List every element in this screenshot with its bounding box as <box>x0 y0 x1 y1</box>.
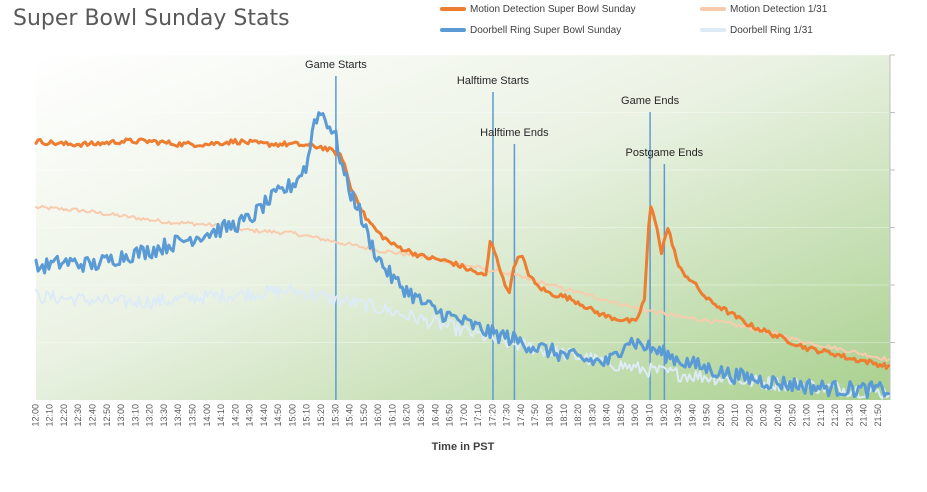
x-tick-label: 18:10 <box>559 404 569 427</box>
legend-label-doorbell-sunday: Doorbell Ring Super Bowl Sunday <box>470 24 622 36</box>
legend-label-motion-sunday: Motion Detection Super Bowl Sunday <box>470 3 636 15</box>
legend-label-doorbell-131: Doorbell Ring 1/31 <box>730 24 813 36</box>
legend-swatch-motion-131 <box>700 7 726 11</box>
x-tick-label: 16:10 <box>387 404 397 427</box>
x-tick-label: 18:40 <box>602 404 612 427</box>
x-tick-label: 13:50 <box>187 404 197 427</box>
x-tick-label: 17:00 <box>459 404 469 427</box>
x-tick-label: 18:30 <box>587 404 597 427</box>
x-tick-label: 14:30 <box>245 404 255 427</box>
annotation-label: Game Starts <box>305 59 367 71</box>
legend-swatch-doorbell-sunday <box>440 28 466 32</box>
x-tick-label: 14:20 <box>230 404 240 427</box>
x-tick-label: 21:00 <box>802 404 812 427</box>
x-tick-label: 20:00 <box>716 404 726 427</box>
x-tick-label: 21:20 <box>830 404 840 427</box>
x-tick-label: 15:00 <box>287 404 297 427</box>
legend-motion-sunday: Motion Detection Super Bowl Sunday <box>440 2 636 16</box>
series-line-2 <box>34 111 891 399</box>
x-tick-label: 13:40 <box>173 404 183 427</box>
annotation-label: Game Ends <box>621 95 680 107</box>
legend-doorbell-131: Doorbell Ring 1/31 <box>700 23 813 37</box>
legend-swatch-motion-sunday <box>440 7 466 11</box>
series-line-0 <box>34 137 891 370</box>
x-tick-label: 21:50 <box>873 404 883 427</box>
x-tick-label: 21:40 <box>859 404 869 427</box>
x-tick-label: 20:10 <box>730 404 740 427</box>
x-tick-label: 15:30 <box>330 404 340 427</box>
series-line-3 <box>35 284 890 400</box>
x-tick-label: 16:50 <box>444 404 454 427</box>
x-tick-label: 19:50 <box>702 404 712 427</box>
x-tick-label: 16:00 <box>373 404 383 427</box>
x-tick-label: 13:10 <box>130 404 140 427</box>
x-tick-label: 13:00 <box>116 404 126 427</box>
x-tick-label: 14:50 <box>273 404 283 427</box>
annotation-labels: Game Starts Halftime Starts Halftime Ends G… <box>305 59 704 159</box>
x-tick-label: 13:20 <box>145 404 155 427</box>
chart-title: Super Bowl Sunday Stats <box>13 6 290 31</box>
x-tick-label: 18:00 <box>544 404 554 427</box>
x-tick-label: 15:20 <box>316 404 326 427</box>
x-tick-label: 19:30 <box>673 404 683 427</box>
x-tick-label: 17:20 <box>487 404 497 427</box>
x-tick-label: 14:10 <box>216 404 226 427</box>
plot-area <box>36 55 890 400</box>
x-tick-label: 21:30 <box>844 404 854 427</box>
legend-swatch-doorbell-131 <box>700 28 726 32</box>
x-tick-label: 18:20 <box>573 404 583 427</box>
series-lines <box>34 111 891 400</box>
x-tick-label: 14:00 <box>202 404 212 427</box>
x-tick-label: 19:40 <box>687 404 697 427</box>
legend-doorbell-sunday: Doorbell Ring Super Bowl Sunday <box>440 23 621 37</box>
x-tick-label: 17:30 <box>502 404 512 427</box>
x-tick-label: 12:50 <box>102 404 112 427</box>
annotation-label: Postgame Ends <box>626 147 704 159</box>
x-tick-label: 16:30 <box>416 404 426 427</box>
x-tick-label: 19:00 <box>630 404 640 427</box>
x-axis-label: Time in PST <box>432 441 495 453</box>
x-tick-label: 12:00 <box>30 404 40 427</box>
gridlines <box>36 54 895 400</box>
x-tick-label: 19:10 <box>644 404 654 427</box>
x-tick-label: 14:40 <box>259 404 269 427</box>
x-tick-label: 19:20 <box>659 404 669 427</box>
x-tick-label: 20:50 <box>787 404 797 427</box>
x-tick-label: 15:40 <box>345 404 355 427</box>
x-tick-label: 12:40 <box>87 404 97 427</box>
x-tick-label: 18:50 <box>616 404 626 427</box>
x-tick-label: 16:20 <box>402 404 412 427</box>
x-tick-label: 12:10 <box>45 404 55 427</box>
x-tick-label: 16:40 <box>430 404 440 427</box>
legend-label-motion-131: Motion Detection 1/31 <box>730 3 828 15</box>
annotation-label: Halftime Starts <box>457 75 530 87</box>
x-tick-label: 20:30 <box>759 404 769 427</box>
x-tick-label: 17:50 <box>530 404 540 427</box>
legend-motion-131: Motion Detection 1/31 <box>700 2 827 16</box>
x-tick-label: 12:30 <box>73 404 83 427</box>
x-axis-ticks: 12:00 12:10 12:20 12:30 12:40 12:50 13:00 13:10… <box>30 404 883 427</box>
x-tick-label: 15:10 <box>302 404 312 427</box>
annotation-label: Halftime Ends <box>480 127 549 139</box>
x-tick-label: 17:40 <box>516 404 526 427</box>
x-tick-label: 17:10 <box>473 404 483 427</box>
x-tick-label: 13:30 <box>159 404 169 427</box>
x-tick-label: 15:50 <box>359 404 369 427</box>
x-tick-label: 21:10 <box>816 404 826 427</box>
x-tick-label: 20:40 <box>773 404 783 427</box>
x-tick-label: 20:20 <box>744 404 754 427</box>
x-tick-label: 12:20 <box>59 404 69 427</box>
